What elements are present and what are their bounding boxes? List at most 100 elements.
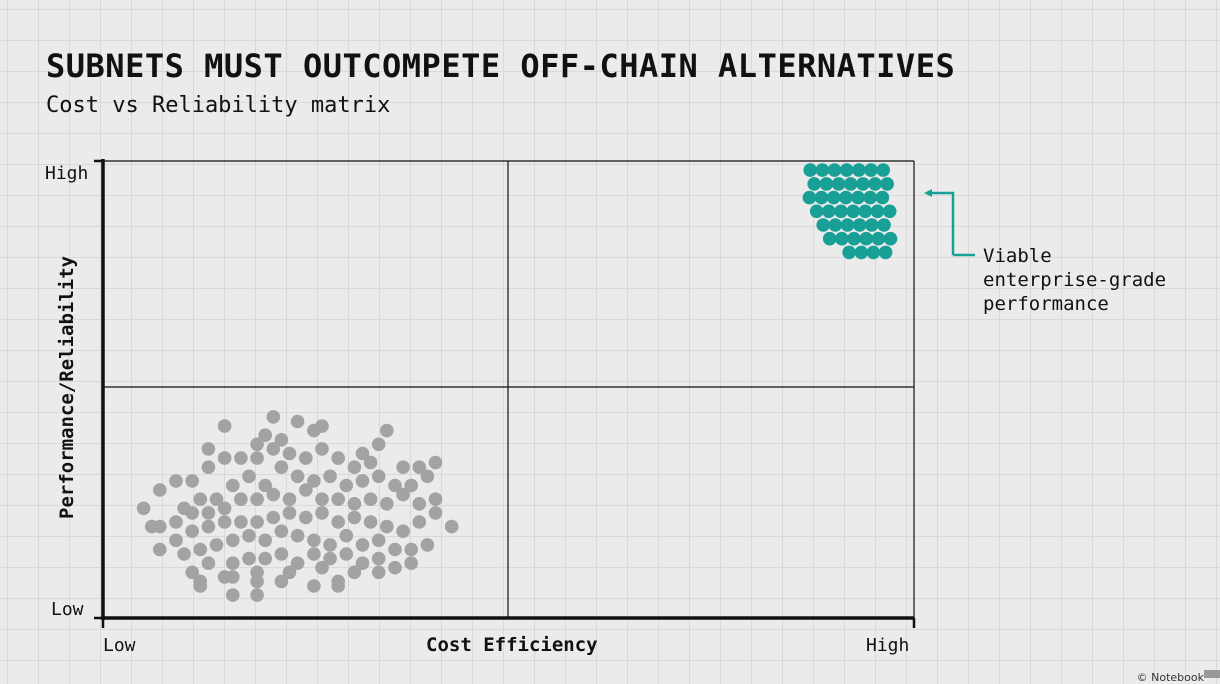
- data-point-series0-113: [404, 556, 419, 570]
- data-points: [136, 163, 898, 602]
- data-point-series0-123: [217, 570, 232, 584]
- data-point-series0-46: [420, 469, 435, 484]
- data-point-series1-3: [839, 163, 854, 177]
- data-point-series0-11: [371, 437, 386, 452]
- data-point-series0-51: [217, 501, 232, 516]
- data-point-series0-125: [274, 574, 289, 589]
- data-point-series1-17: [839, 190, 853, 205]
- data-point-series0-0: [217, 419, 232, 433]
- data-point-series1-8: [819, 177, 834, 191]
- data-point-series0-23: [299, 451, 313, 465]
- data-point-series0-83: [444, 519, 459, 534]
- data-point-series0-70: [234, 515, 248, 529]
- data-point-series1-40: [842, 245, 856, 260]
- data-point-series1-15: [814, 190, 829, 205]
- data-point-series0-62: [396, 487, 410, 502]
- data-point-series0-67: [185, 524, 199, 538]
- data-point-series1-39: [883, 231, 898, 246]
- data-point-series0-3: [258, 428, 273, 443]
- x-tick-label-high: High: [866, 635, 910, 656]
- data-point-series0-49: [185, 506, 199, 520]
- data-point-series1-16: [826, 190, 841, 205]
- annotation-line-3: performance: [983, 293, 1109, 315]
- data-point-series0-108: [323, 551, 337, 566]
- data-point-series0-60: [363, 492, 378, 507]
- data-point-series0-124: [250, 574, 264, 589]
- data-point-series0-53: [250, 492, 264, 507]
- data-point-series0-71: [250, 515, 264, 529]
- data-point-series0-65: [153, 542, 167, 557]
- data-point-series0-55: [282, 492, 297, 507]
- data-point-series0-37: [274, 460, 289, 475]
- data-point-series0-97: [388, 542, 402, 557]
- data-point-series0-99: [420, 538, 435, 552]
- data-point-series1-13: [880, 177, 894, 191]
- data-point-series0-98: [404, 542, 419, 557]
- data-point-series0-12: [136, 501, 151, 516]
- annotation-label: Viable enterprise-grade performance: [983, 244, 1166, 316]
- data-point-series0-126: [226, 588, 240, 602]
- data-point-series0-87: [226, 533, 240, 548]
- data-point-series1-38: [871, 231, 886, 246]
- data-point-series0-120: [371, 565, 386, 580]
- data-point-series1-24: [846, 204, 860, 219]
- data-point-series1-12: [868, 177, 882, 191]
- x-axis-title: Cost Efficiency: [426, 634, 598, 656]
- data-point-series1-18: [851, 190, 865, 205]
- data-point-series0-104: [258, 551, 273, 566]
- data-point-series0-19: [234, 451, 248, 465]
- data-point-series0-52: [234, 492, 248, 507]
- data-point-series0-85: [193, 542, 208, 557]
- data-point-series0-90: [274, 524, 289, 538]
- data-point-series0-18: [217, 451, 232, 465]
- data-point-series0-112: [388, 560, 402, 575]
- data-point-series0-35: [242, 469, 256, 484]
- data-point-series0-57: [315, 492, 329, 507]
- data-point-series0-107: [307, 547, 321, 561]
- data-point-series0-80: [396, 524, 410, 538]
- data-point-series0-13: [153, 483, 167, 497]
- data-point-series0-118: [315, 560, 329, 575]
- data-point-series0-72: [266, 510, 281, 525]
- data-point-series0-9: [355, 446, 370, 461]
- data-point-series0-63: [412, 497, 427, 511]
- data-point-series0-26: [363, 455, 378, 470]
- data-point-series0-61: [380, 497, 394, 511]
- data-point-series0-105: [274, 547, 289, 561]
- data-point-series0-28: [412, 460, 427, 475]
- data-point-series0-86: [209, 538, 224, 552]
- data-point-series1-34: [822, 231, 837, 246]
- data-point-series0-76: [331, 515, 346, 529]
- data-point-series0-95: [355, 538, 370, 552]
- data-point-series0-129: [331, 579, 346, 593]
- data-point-series0-81: [412, 515, 427, 529]
- chart-subtitle: Cost vs Reliability matrix: [46, 93, 391, 118]
- data-point-series1-33: [877, 218, 891, 232]
- data-point-series0-2: [250, 437, 264, 452]
- data-point-series1-2: [827, 163, 842, 177]
- data-point-series1-36: [847, 231, 861, 246]
- data-point-series0-103: [242, 551, 256, 566]
- data-point-series0-38: [290, 469, 305, 484]
- data-point-series1-20: [875, 190, 890, 205]
- data-point-series0-64: [428, 492, 443, 507]
- data-point-series0-14: [169, 474, 183, 488]
- data-point-series0-89: [258, 533, 273, 548]
- data-point-series0-127: [250, 588, 264, 602]
- data-point-series0-33: [209, 492, 224, 507]
- data-point-series0-20: [250, 451, 264, 465]
- data-point-series0-82: [428, 506, 443, 520]
- data-point-series0-15: [185, 474, 199, 488]
- data-point-series0-100: [185, 565, 199, 580]
- data-point-series1-1: [815, 163, 830, 177]
- data-point-series1-7: [807, 177, 821, 191]
- data-point-series1-4: [852, 163, 866, 177]
- data-point-series1-22: [822, 204, 836, 219]
- data-point-series0-43: [371, 469, 386, 484]
- data-point-series1-28: [816, 218, 830, 232]
- data-point-series0-106: [290, 556, 305, 570]
- data-point-series1-37: [859, 231, 873, 246]
- annotation-arrowhead: [924, 189, 932, 197]
- data-point-series0-88: [242, 528, 256, 543]
